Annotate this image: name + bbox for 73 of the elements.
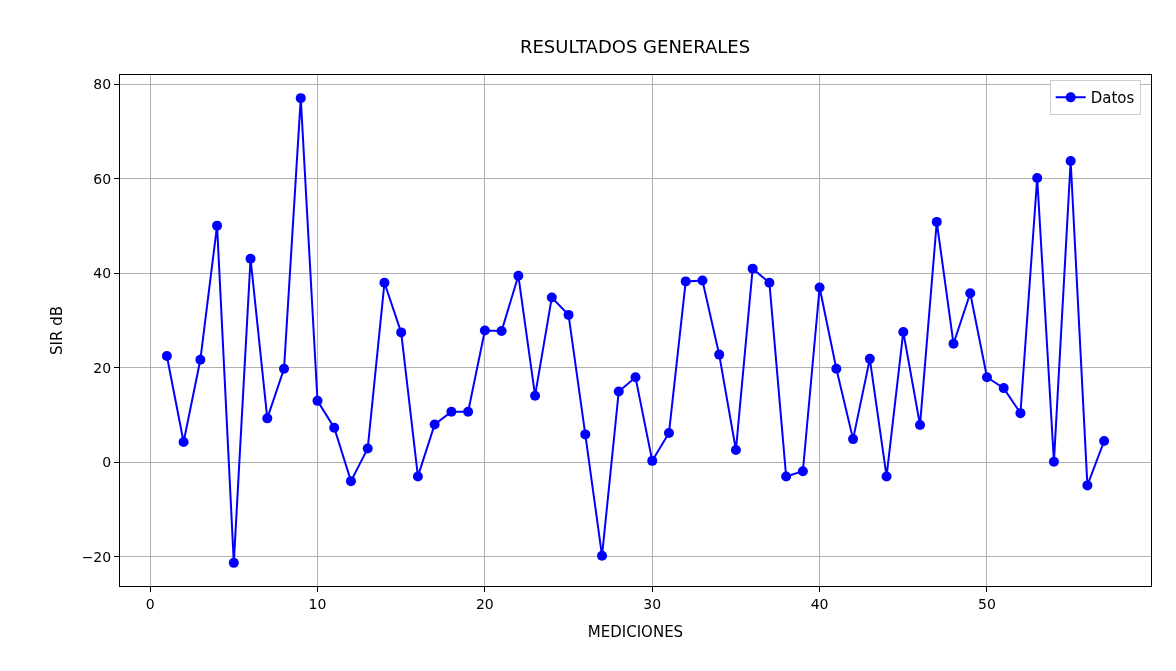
y-tick-label: 20 [93,359,112,376]
point [663,427,674,438]
x-tick-label: 30 [643,595,662,612]
point [948,338,959,349]
y-tick-label: 40 [93,265,112,282]
point [1065,155,1076,166]
point [1048,456,1059,467]
point [965,288,976,299]
point [178,436,189,447]
point [864,353,875,364]
point [245,253,256,264]
x-axis-title: MEDICIONES [587,622,684,641]
point [1015,408,1026,419]
point [764,277,775,288]
point [295,93,306,104]
point [915,419,926,430]
y-tick-label: 0 [102,454,112,471]
point [329,422,340,433]
point [463,406,474,417]
y-axis-title: SIR dB [47,306,66,355]
point [362,443,373,454]
point [228,557,239,568]
point [530,390,541,401]
x-tick-label: 40 [810,595,829,612]
point [262,413,273,424]
point [747,263,758,274]
point [546,292,557,303]
x-tick-label: 50 [978,595,996,612]
x-tick-label: 0 [145,595,155,612]
point [931,216,942,227]
point [730,444,741,455]
point [647,455,658,466]
point [630,372,641,383]
point [312,395,323,406]
point [680,276,691,287]
x-tick-label: 20 [475,595,494,612]
point [781,471,792,482]
point [998,383,1009,394]
point [580,429,591,440]
point [513,270,524,281]
point [881,471,892,482]
point [345,476,356,487]
chart-title: RESULTADOS GENERALES [519,35,751,57]
point [429,419,440,430]
point [1032,172,1043,183]
point [1099,436,1110,447]
point [195,354,206,365]
y-tick-label: 80 [93,76,112,93]
point [848,434,859,445]
x-tick-label: 10 [308,595,327,612]
point [279,363,290,374]
y-tick-label: −20 [81,548,112,565]
point [446,406,457,417]
point [981,372,992,383]
point [697,275,708,286]
point [613,386,624,397]
point [479,325,490,336]
point [1082,480,1093,491]
point [412,471,423,482]
point [161,351,172,361]
point [597,550,608,561]
point [563,309,574,320]
point [396,327,407,338]
point [496,325,507,336]
point [797,466,808,477]
y-tick-label: 60 [93,170,112,187]
point [714,349,725,360]
point [212,220,223,231]
point [814,282,825,293]
point [898,326,909,337]
point [379,277,390,288]
point [831,363,842,374]
legend-label: Datos [1090,89,1135,108]
